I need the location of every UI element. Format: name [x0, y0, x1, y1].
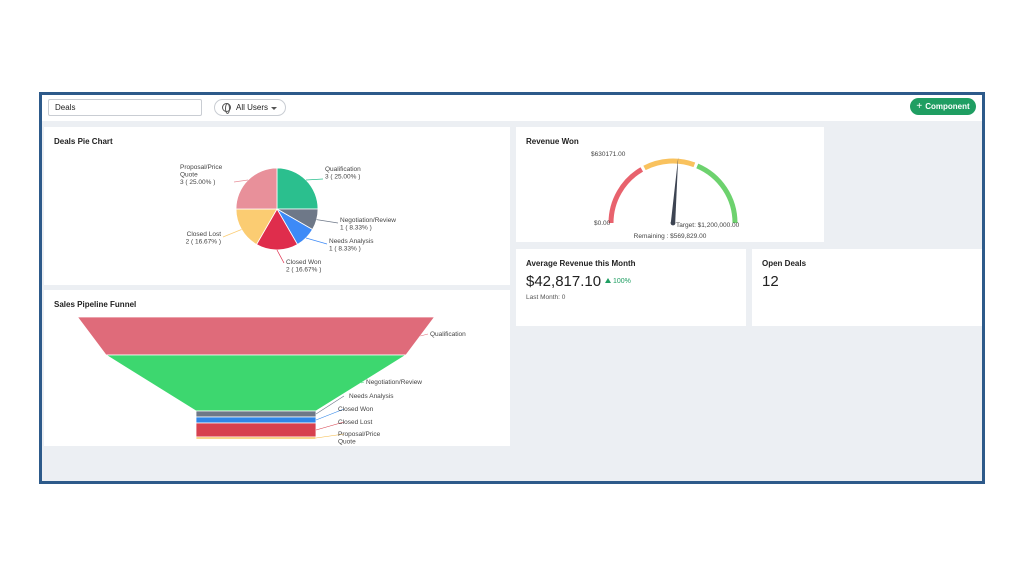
globe-icon — [222, 103, 231, 114]
dashboard-frame: Deals All Users + Component Deals Pie Cha… — [39, 92, 985, 484]
funnel-label-closed-lost: Closed Lost — [338, 419, 373, 426]
funnel-leader-proposal-price-quote — [315, 433, 345, 439]
add-component-label: Component — [925, 102, 970, 111]
revenue-won-title: Revenue Won — [526, 137, 579, 146]
pie-leader-qualification — [305, 178, 324, 181]
open-deals-card: Open Deals 12 — [752, 249, 982, 326]
funnel-stage-qualification — [76, 316, 436, 356]
user-filter-label: All Users — [236, 103, 269, 112]
pie-chart-card: Deals Pie Chart Qualification 3 ( 25.00% … — [44, 127, 510, 285]
chevron-down-icon — [271, 107, 277, 110]
gauge-target-label: Target: $1,200,000.00 — [676, 222, 740, 229]
trend-indicator: 100% — [605, 278, 631, 285]
user-filter-dropdown[interactable]: All Users — [214, 99, 286, 116]
open-deals-value: 12 — [762, 273, 779, 290]
funnel-leader-closed-won — [315, 408, 345, 421]
funnel-chart-card: Sales Pipeline Funnel Qualification Negot… — [44, 290, 510, 446]
pie-label-proposal-price-quote: Proposal/Price Quote 3 ( 25.00% ) — [180, 164, 223, 186]
pie-label-qualification: Qualification 3 ( 25.00% ) — [325, 166, 361, 181]
pie-leader-negotiation-review — [316, 219, 339, 224]
gauge-needle — [670, 157, 679, 224]
funnel-chart-title: Sales Pipeline Funnel — [54, 300, 137, 309]
toolbar: Deals All Users + Component — [42, 95, 982, 121]
pie-label-closed-lost: Closed Lost 2 ( 16.67% ) — [186, 231, 222, 246]
funnel-leader-qualification — [420, 333, 429, 337]
trend-value: 100% — [613, 278, 631, 285]
funnel-leader-closed-lost — [315, 421, 345, 431]
gauge-value-label: $630171.00 — [591, 151, 626, 158]
pie-label-negotiation-review: Negotiation/Review 1 ( 8.33% ) — [340, 217, 396, 232]
funnel-chart: Qualification Negotiation/Review Needs Ana… — [76, 316, 466, 446]
gauge-band-3 — [696, 163, 738, 224]
pie-label-closed-won: Closed Won 2 ( 16.67% ) — [286, 259, 322, 274]
pie-slice-closed-lost — [235, 208, 278, 246]
pie-slice-proposal-price-quote — [235, 167, 278, 210]
funnel-label-qualification: Qualification — [430, 331, 466, 338]
pie-label-needs-analysis: Needs Analysis 1 ( 8.33% ) — [329, 238, 374, 253]
gauge-needle-hub — [670, 220, 676, 226]
add-component-button[interactable]: + Component — [910, 98, 976, 115]
funnel-stage-closed-won — [195, 416, 317, 424]
funnel-label-proposal-price-quote: Proposal/Price Quote — [338, 431, 381, 446]
pie-slice-closed-won — [255, 208, 299, 251]
gauge-remaining-label: Remaining : $569,829.00 — [634, 233, 707, 240]
funnel-label-needs-analysis: Needs Analysis — [349, 393, 394, 400]
funnel-leader-negotiation-review — [360, 381, 365, 384]
pie-chart-title: Deals Pie Chart — [54, 137, 113, 146]
average-revenue-card: Average Revenue this Month $42,817.10 10… — [516, 249, 746, 326]
pie-chart: Qualification 3 ( 25.00% ) Negotiation/Rev… — [180, 164, 396, 274]
funnel-label-closed-won: Closed Won — [338, 406, 374, 413]
average-revenue-value: $42,817.10 — [526, 273, 602, 290]
funnel-stage-proposal-price-quote — [195, 436, 317, 440]
funnel-leader-needs-analysis — [315, 395, 345, 415]
trend-up-icon — [605, 278, 611, 283]
gauge-min-label: $0.00 — [594, 220, 611, 227]
pie-leader-proposal-price-quote — [233, 179, 249, 183]
funnel-label-negotiation-review: Negotiation/Review — [366, 379, 422, 386]
pie-slice-qualification — [276, 167, 319, 210]
plus-icon: + — [916, 101, 923, 112]
revenue-gauge: $630171.00 $0.00 Target: $1,200,000.00 Rema… — [591, 151, 740, 240]
average-revenue-title: Average Revenue this Month — [526, 259, 636, 268]
pie-leader-closed-won — [276, 249, 285, 264]
pie-leader-needs-analysis — [305, 237, 328, 245]
revenue-won-card: Revenue Won $630171.00 $0.00 Target: $1,20… — [516, 127, 824, 242]
funnel-stage-closed-lost — [195, 422, 317, 438]
gauge-band-1 — [608, 167, 644, 224]
last-month-text: Last Month: 0 — [526, 294, 566, 301]
search-input[interactable]: Deals — [48, 99, 202, 116]
funnel-stage-needs-analysis — [195, 410, 317, 418]
open-deals-title: Open Deals — [762, 259, 807, 268]
pie-leader-closed-lost — [222, 229, 242, 238]
gauge-band-2 — [643, 158, 696, 171]
